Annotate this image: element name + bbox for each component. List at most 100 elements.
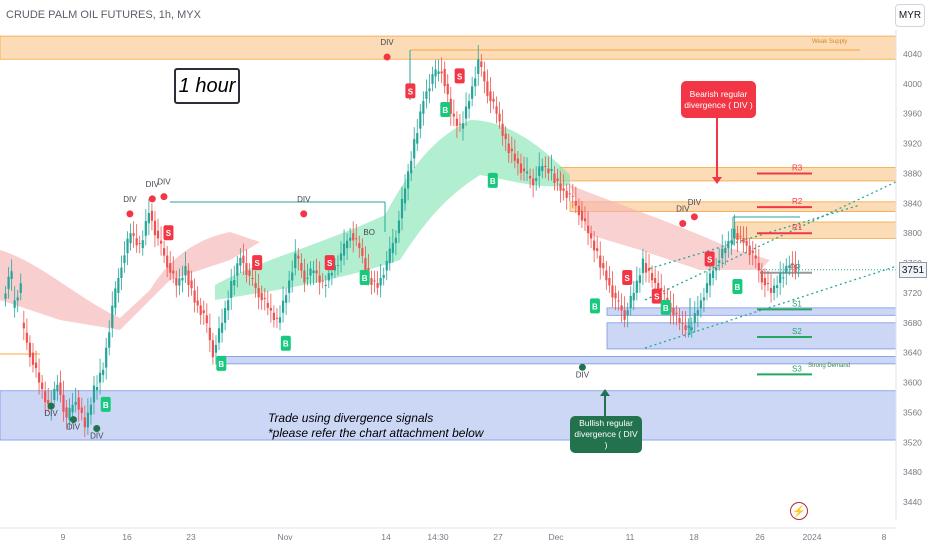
candle-body [422,101,425,114]
divergence-dot [679,220,687,228]
signal-label: S [408,87,414,96]
candle-body [672,307,675,316]
divergence-label: DIV [157,178,171,187]
price-tick: 3920 [903,139,922,149]
candle-body [126,238,129,254]
candle-body [760,270,763,283]
candle-body [120,267,123,278]
sell-signal-flag [704,251,715,267]
price-tick: 3600 [903,378,922,388]
candle-body [449,98,452,114]
candle-body [269,307,272,311]
timeframe-label: 1 hour [174,68,240,104]
candle-body [532,178,535,186]
last-price-tag: 3751 [899,262,927,278]
candle-body [202,310,205,314]
bullish-callout-arrow-icon [600,389,610,396]
candle-body [776,285,779,288]
candle-body [593,240,596,251]
tradingview-logo-icon[interactable]: ⚡ [790,502,808,520]
candle-body [596,248,599,252]
candle-body [510,148,513,152]
chart-title: CRUDE PALM OIL FUTURES, 1h, MYX [6,9,201,21]
candle-body [41,382,44,390]
price-tick: 3440 [903,497,922,507]
candle-body [95,387,99,390]
divergence-dot [47,402,55,410]
sell-signal-flag [324,255,335,271]
signal-label: S [457,72,463,81]
candle-body [535,178,538,181]
currency-button[interactable]: MYR [895,4,925,27]
candle-body [574,200,577,206]
price-tick: 3880 [903,168,922,178]
candle-body [68,407,71,420]
candle-body [272,312,276,321]
candle-body [22,322,25,329]
candle-body [641,258,645,274]
divergence-dot [300,210,308,218]
candle-body [794,265,797,273]
pivot-label: S3 [792,364,802,373]
candle-body [373,280,376,282]
time-tick: 11 [626,532,635,542]
candle-body [388,248,391,264]
zone-supply [734,221,897,239]
candle-body [306,277,309,279]
candle-body [727,240,730,249]
signal-label: B [103,401,109,410]
candle-body [266,302,269,308]
price-tick: 3480 [903,467,922,477]
candle-body [187,270,190,285]
candle-body [44,391,47,403]
time-tick: 14 [381,532,391,542]
breakout-label: BO [363,228,375,237]
candle-body [556,178,559,182]
candle-body [452,113,455,117]
candle-body [443,68,446,87]
candle-body [153,220,157,236]
bullish-callout-pointer [604,392,606,417]
candle-body [132,233,135,236]
price-tick: 3560 [903,407,922,417]
divergence-dot [69,416,77,424]
strategy-note: Trade using divergence signals *please r… [268,411,483,441]
candle-body [16,297,19,301]
candle-body [440,71,443,74]
pivot-label: S1 [792,299,802,308]
candle-body [785,265,788,274]
candle-body [397,220,401,234]
price-axis [896,30,932,550]
candle-body [214,344,218,353]
candle-body [77,397,80,410]
candle-body [687,325,690,328]
candle-body [327,273,330,281]
candle-body [159,240,163,244]
price-tick: 3840 [903,198,922,208]
candle-body [480,61,483,67]
candle-body [141,240,144,249]
sell-signal-flag [405,83,416,99]
candle-body [471,86,474,99]
candle-body [550,168,553,171]
divergence-dot [690,213,698,221]
candle-body [504,133,507,140]
price-tick: 3680 [903,318,922,328]
signal-label: S [707,255,713,264]
candle-body [483,71,486,82]
candle-body [568,193,571,195]
candle-body [80,407,83,413]
candle-body [638,275,641,283]
candle-body [602,263,605,269]
signal-label: S [254,259,260,268]
candle-body [230,280,233,298]
candle-body [56,384,59,392]
candle-body [19,283,22,293]
candle-body [190,280,193,289]
candle-body [623,310,626,320]
time-tick: Nov [277,532,293,542]
candle-body [458,123,462,125]
candle-body [196,300,199,306]
candle-body [629,295,632,308]
